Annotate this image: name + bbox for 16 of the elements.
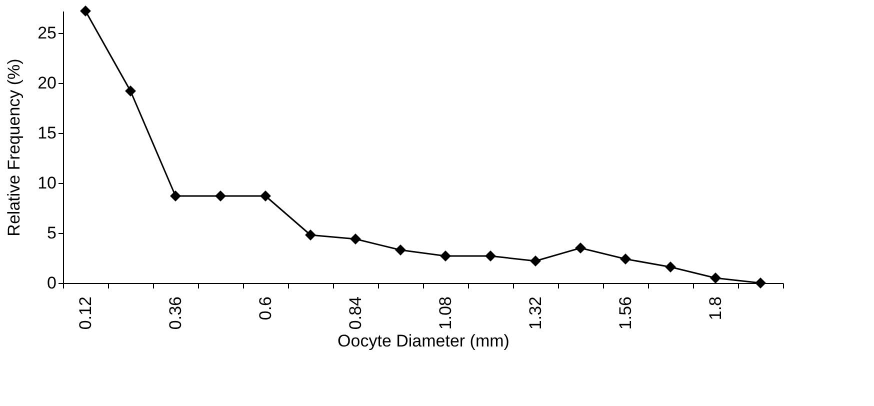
x-tick-label: 1.08 xyxy=(436,296,455,330)
x-tick-label: 0.12 xyxy=(76,296,95,330)
x-tick-label: 0.6 xyxy=(256,296,275,320)
y-tick-label: 10 xyxy=(38,174,56,192)
x-tick-label: 1.56 xyxy=(616,296,635,330)
y-axis-title: Relative Frequency (%) xyxy=(4,58,24,236)
y-tick-label: 0 xyxy=(47,274,56,292)
x-tick-label: 0.36 xyxy=(166,296,185,330)
y-tick-label: 20 xyxy=(38,74,56,92)
y-tick-label: 25 xyxy=(38,24,56,42)
x-axis-title: Oocyte Diameter (mm) xyxy=(338,332,510,351)
x-tick-label: 0.84 xyxy=(346,296,365,330)
x-tick-label: 1.8 xyxy=(706,296,725,320)
x-tick-label: 1.32 xyxy=(526,296,545,330)
y-tick-label: 15 xyxy=(38,124,56,142)
y-tick-label: 5 xyxy=(47,224,56,242)
